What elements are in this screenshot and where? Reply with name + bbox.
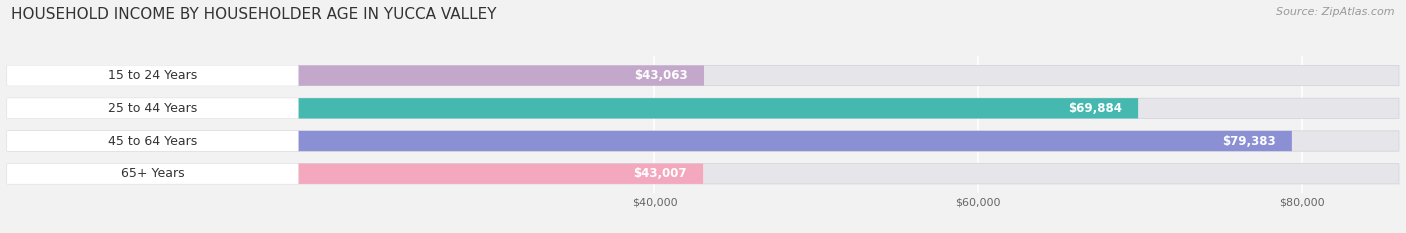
FancyBboxPatch shape	[7, 65, 1399, 86]
Text: $43,007: $43,007	[634, 167, 688, 180]
FancyBboxPatch shape	[298, 65, 704, 86]
Text: HOUSEHOLD INCOME BY HOUSEHOLDER AGE IN YUCCA VALLEY: HOUSEHOLD INCOME BY HOUSEHOLDER AGE IN Y…	[11, 7, 496, 22]
FancyBboxPatch shape	[298, 164, 703, 184]
Text: $79,383: $79,383	[1222, 134, 1275, 147]
FancyBboxPatch shape	[7, 164, 1399, 184]
FancyBboxPatch shape	[7, 131, 298, 151]
FancyBboxPatch shape	[7, 131, 1399, 151]
Text: 25 to 44 Years: 25 to 44 Years	[108, 102, 197, 115]
FancyBboxPatch shape	[7, 65, 298, 86]
Text: 15 to 24 Years: 15 to 24 Years	[108, 69, 197, 82]
Text: 65+ Years: 65+ Years	[121, 167, 184, 180]
Text: $69,884: $69,884	[1069, 102, 1122, 115]
FancyBboxPatch shape	[298, 98, 1137, 118]
Text: $43,063: $43,063	[634, 69, 688, 82]
Text: Source: ZipAtlas.com: Source: ZipAtlas.com	[1277, 7, 1395, 17]
FancyBboxPatch shape	[7, 164, 298, 184]
FancyBboxPatch shape	[7, 98, 298, 118]
Text: 45 to 64 Years: 45 to 64 Years	[108, 134, 197, 147]
FancyBboxPatch shape	[7, 98, 1399, 118]
FancyBboxPatch shape	[298, 131, 1292, 151]
